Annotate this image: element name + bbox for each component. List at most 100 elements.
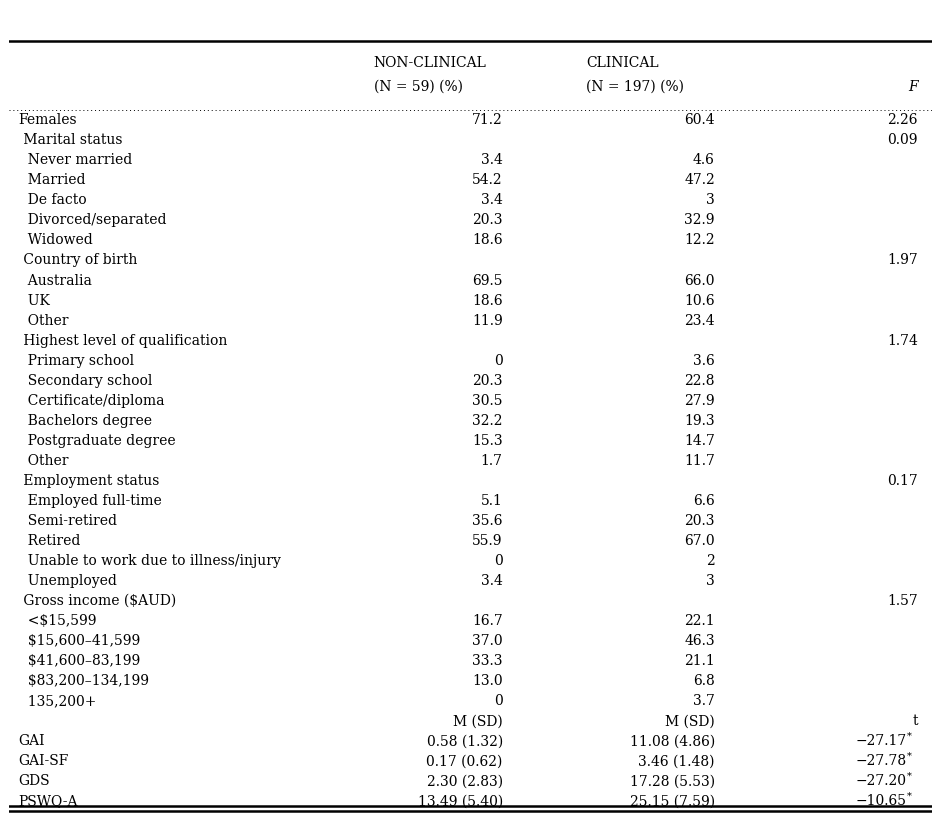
Text: 47.2: 47.2 <box>684 173 715 187</box>
Text: 35.6: 35.6 <box>472 514 502 528</box>
Text: Females: Females <box>19 113 77 127</box>
Text: 14.7: 14.7 <box>684 433 715 448</box>
Text: 3.4: 3.4 <box>481 153 502 167</box>
Text: Highest level of qualification: Highest level of qualification <box>19 334 227 348</box>
Text: 3: 3 <box>706 574 715 588</box>
Text: 3.7: 3.7 <box>693 694 715 708</box>
Text: 54.2: 54.2 <box>472 173 502 187</box>
Text: Other: Other <box>19 453 68 468</box>
Text: Unemployed: Unemployed <box>19 574 117 588</box>
Text: M (SD): M (SD) <box>453 715 502 728</box>
Text: 3: 3 <box>706 193 715 207</box>
Text: UK: UK <box>19 294 50 308</box>
Text: 4.6: 4.6 <box>693 153 715 167</box>
Text: 0: 0 <box>494 554 502 568</box>
Text: Retired: Retired <box>19 534 80 548</box>
Text: 46.3: 46.3 <box>684 634 715 648</box>
Text: 3.4: 3.4 <box>481 574 502 588</box>
Text: Secondary school: Secondary school <box>19 374 152 388</box>
Text: 6.8: 6.8 <box>694 674 715 688</box>
Text: 20.3: 20.3 <box>684 514 715 528</box>
Text: 22.8: 22.8 <box>684 374 715 388</box>
Text: $41,600–83,199: $41,600–83,199 <box>19 654 140 668</box>
Text: 20.3: 20.3 <box>472 214 502 227</box>
Text: GAI: GAI <box>19 735 45 748</box>
Text: *: * <box>907 791 912 800</box>
Text: Married: Married <box>19 173 85 187</box>
Text: 13.0: 13.0 <box>472 674 502 688</box>
Text: M (SD): M (SD) <box>665 715 715 728</box>
Text: 30.5: 30.5 <box>472 394 502 408</box>
Text: $83,200–134,199: $83,200–134,199 <box>19 674 149 688</box>
Text: 2.26: 2.26 <box>887 113 917 127</box>
Text: 0: 0 <box>494 694 502 708</box>
Text: 55.9: 55.9 <box>472 534 502 548</box>
Text: 67.0: 67.0 <box>684 534 715 548</box>
Text: Widowed: Widowed <box>19 234 92 247</box>
Text: 33.3: 33.3 <box>472 654 502 668</box>
Text: 19.3: 19.3 <box>684 414 715 428</box>
Text: Certificate/diploma: Certificate/diploma <box>19 394 164 408</box>
Text: 0.58 (1.32): 0.58 (1.32) <box>426 735 502 748</box>
Text: 135,200+: 135,200+ <box>19 694 96 708</box>
Text: CLINICAL: CLINICAL <box>585 56 659 70</box>
Text: 0: 0 <box>494 354 502 368</box>
Text: 25.15 (7.59): 25.15 (7.59) <box>630 795 715 809</box>
Text: 12.2: 12.2 <box>684 234 715 247</box>
Text: PSWQ-A: PSWQ-A <box>19 795 78 809</box>
Text: −27.17: −27.17 <box>855 735 907 748</box>
Text: 10.6: 10.6 <box>684 294 715 308</box>
Text: 32.9: 32.9 <box>684 214 715 227</box>
Text: Employment status: Employment status <box>19 474 159 488</box>
Text: −27.20: −27.20 <box>855 775 907 789</box>
Text: 17.28 (5.53): 17.28 (5.53) <box>630 775 715 789</box>
Text: Never married: Never married <box>19 153 132 167</box>
Text: 11.08 (4.86): 11.08 (4.86) <box>630 735 715 748</box>
Text: t: t <box>912 715 917 728</box>
Text: 0.17 (0.62): 0.17 (0.62) <box>426 755 502 769</box>
Text: Other: Other <box>19 314 68 328</box>
Text: Unable to work due to illness/injury: Unable to work due to illness/injury <box>19 554 280 568</box>
Text: 23.4: 23.4 <box>684 314 715 328</box>
Text: *: * <box>907 731 912 740</box>
Text: $15,600–41,599: $15,600–41,599 <box>19 634 140 648</box>
Text: 66.0: 66.0 <box>684 274 715 288</box>
Text: 6.6: 6.6 <box>694 494 715 508</box>
Text: 18.6: 18.6 <box>472 234 502 247</box>
Text: Australia: Australia <box>19 274 91 288</box>
Text: 32.2: 32.2 <box>472 414 502 428</box>
Text: 3.46 (1.48): 3.46 (1.48) <box>638 755 715 769</box>
Text: Primary school: Primary school <box>19 354 134 368</box>
Text: 21.1: 21.1 <box>684 654 715 668</box>
Text: 22.1: 22.1 <box>684 614 715 628</box>
Text: 3.4: 3.4 <box>481 193 502 207</box>
Text: NON-CLINICAL: NON-CLINICAL <box>374 56 486 70</box>
Text: Postgraduate degree: Postgraduate degree <box>19 433 175 448</box>
Text: 0.17: 0.17 <box>887 474 917 488</box>
Text: 15.3: 15.3 <box>472 433 502 448</box>
Text: 11.7: 11.7 <box>684 453 715 468</box>
Text: Marital status: Marital status <box>19 133 122 147</box>
Text: (N = 197) (%): (N = 197) (%) <box>585 80 684 94</box>
Text: GDS: GDS <box>19 775 50 789</box>
Text: 37.0: 37.0 <box>472 634 502 648</box>
Text: Gross income ($AUD): Gross income ($AUD) <box>19 594 176 608</box>
Text: 0.09: 0.09 <box>887 133 917 147</box>
Text: 13.49 (5.40): 13.49 (5.40) <box>418 795 502 809</box>
Text: 11.9: 11.9 <box>472 314 502 328</box>
Text: *: * <box>907 751 912 760</box>
Text: Divorced/separated: Divorced/separated <box>19 214 167 227</box>
Text: −27.78: −27.78 <box>855 755 907 769</box>
Text: Country of birth: Country of birth <box>19 254 137 268</box>
Text: 16.7: 16.7 <box>472 614 502 628</box>
Text: (N = 59) (%): (N = 59) (%) <box>374 80 463 94</box>
Text: 2.30 (2.83): 2.30 (2.83) <box>426 775 502 789</box>
Text: 3.6: 3.6 <box>694 354 715 368</box>
Text: 2: 2 <box>706 554 715 568</box>
Text: De facto: De facto <box>19 193 87 207</box>
Text: 69.5: 69.5 <box>472 274 502 288</box>
Text: Employed full-time: Employed full-time <box>19 494 162 508</box>
Text: 1.74: 1.74 <box>886 334 917 348</box>
Text: 1.7: 1.7 <box>481 453 502 468</box>
Text: <$15,599: <$15,599 <box>19 614 96 628</box>
